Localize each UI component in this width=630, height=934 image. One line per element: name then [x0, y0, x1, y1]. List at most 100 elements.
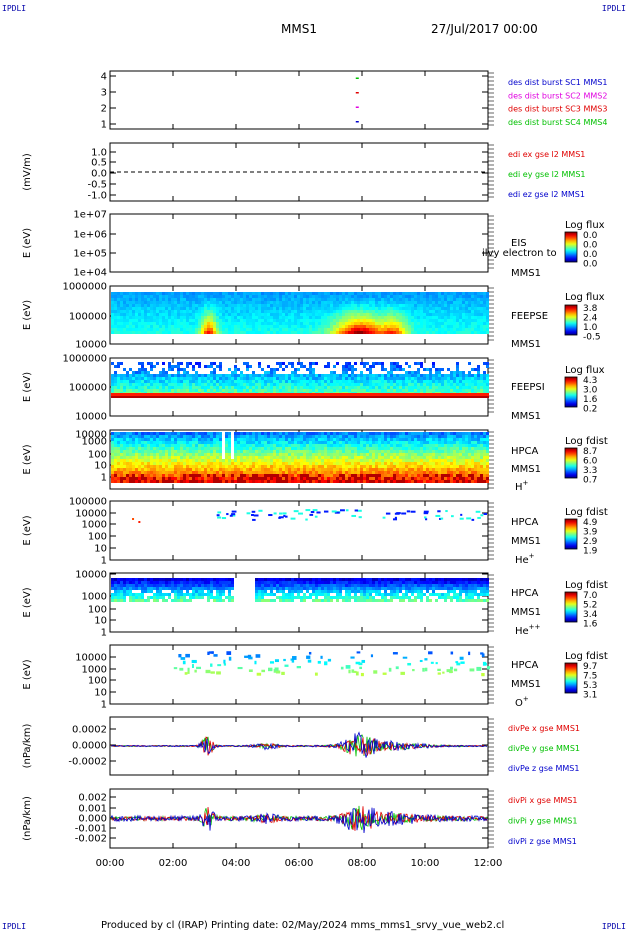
heatmap-cell	[207, 456, 210, 459]
heatmap-cell	[393, 304, 396, 307]
heatmap-cell	[186, 432, 189, 435]
heatmap-cell	[117, 393, 120, 396]
heatmap-cell	[300, 444, 303, 447]
heatmap-cell	[240, 474, 243, 477]
heatmap-cell	[252, 316, 255, 319]
heatmap-cell	[330, 310, 333, 313]
heatmap-cell	[459, 383, 462, 386]
heatmap-cell	[195, 331, 198, 334]
heatmap-cell	[117, 468, 120, 471]
heatmap-cell	[120, 325, 123, 328]
heatmap-cell	[387, 307, 390, 310]
heatmap-cell	[171, 480, 174, 483]
heatmap-cell	[222, 396, 225, 398]
heatmap-cell	[333, 386, 336, 389]
heatmap-cell	[339, 310, 342, 313]
heatmap-cell	[231, 393, 234, 396]
heatmap-cell	[330, 456, 333, 459]
heatmap-cell	[381, 331, 384, 334]
heatmap-cell	[336, 310, 339, 313]
date-label: 27/Jul/2017 00:00	[431, 22, 538, 36]
heatmap-cell	[261, 292, 264, 295]
heatmap-cell	[144, 465, 147, 468]
heatmap-cell	[342, 465, 345, 468]
heatmap-cell	[138, 441, 141, 444]
heatmap-cell	[258, 383, 261, 386]
heatmap-cell	[153, 393, 156, 396]
heatmap-cell	[390, 325, 393, 328]
heatmap-cell	[471, 386, 474, 389]
heatmap-cell	[348, 453, 351, 456]
heatmap-cell	[201, 450, 204, 453]
heatmap-cell	[162, 316, 165, 319]
heatmap-cell	[201, 322, 204, 325]
heatmap-cell	[159, 316, 162, 319]
heatmap-cell	[174, 310, 177, 313]
heatmap-cell	[408, 328, 411, 331]
heatmap-cell	[270, 396, 273, 398]
heatmap-cell	[282, 292, 285, 295]
heatmap-cell	[348, 480, 351, 483]
heatmap-cell	[339, 316, 342, 319]
heatmap-cell	[393, 362, 396, 365]
heatmap-cell	[330, 331, 333, 334]
heatmap-cell	[153, 316, 156, 319]
heatmap-cell	[189, 298, 192, 301]
heatmap-cell	[312, 383, 315, 386]
heatmap-cell	[414, 316, 417, 319]
heatmap-cell	[225, 292, 228, 295]
heatmap-cell	[357, 322, 360, 325]
heatmap-cell	[483, 301, 486, 304]
heatmap-cell	[207, 432, 210, 435]
heatmap-cell	[288, 389, 291, 392]
heatmap-cell	[165, 380, 168, 383]
heatmap-cell	[324, 331, 327, 334]
heatmap-cell	[468, 295, 471, 298]
heatmap-cell	[252, 465, 255, 468]
heatmap-cell	[462, 322, 465, 325]
heatmap-cell	[231, 371, 234, 374]
heatmap-cell	[201, 438, 204, 441]
heatmap-cell	[156, 477, 159, 480]
heatmap-cell	[210, 480, 213, 483]
heatmap-cell	[270, 435, 273, 438]
heatmap-cell	[309, 368, 312, 371]
heatmap-cell	[261, 301, 264, 304]
heatmap-cell	[237, 325, 240, 328]
heatmap-cell	[339, 325, 342, 328]
heatmap-cell	[201, 319, 204, 322]
heatmap-cell	[240, 459, 243, 462]
heatmap-cell	[120, 307, 123, 310]
heatmap-cell	[270, 380, 273, 383]
heatmap-cell	[441, 319, 444, 322]
heatmap-cell	[291, 313, 294, 316]
heatmap-cell	[153, 295, 156, 298]
heatmap-cell	[357, 471, 360, 474]
heatmap-cell	[228, 331, 231, 334]
heatmap-cell	[432, 310, 435, 313]
heatmap-cell	[318, 377, 321, 380]
heatmap-cell	[255, 380, 258, 383]
heatmap-cell	[285, 438, 288, 441]
heatmap-cell	[135, 295, 138, 298]
colorbar-value-feepse: 2.4	[583, 314, 598, 324]
heatmap-cell	[405, 389, 408, 392]
heatmap-cell	[279, 468, 282, 471]
heatmap-cell	[408, 389, 411, 392]
heatmap-cell	[117, 389, 120, 392]
heatmap-cell	[486, 304, 489, 307]
heatmap-cell	[258, 459, 261, 462]
heatmap-cell	[201, 307, 204, 310]
heatmap-cell	[177, 313, 180, 316]
heatmap-cell	[321, 459, 324, 462]
heatmap-cell	[474, 304, 477, 307]
heatmap-cell	[144, 383, 147, 386]
heatmap-cell	[309, 374, 312, 377]
heatmap-cell	[381, 322, 384, 325]
heatmap-cell	[267, 468, 270, 471]
heatmap-cell	[273, 471, 276, 474]
heatmap-cell	[423, 304, 426, 307]
heatmap-cell	[477, 298, 480, 301]
heatmap-cell	[345, 331, 348, 334]
heatmap-cell	[456, 331, 459, 334]
